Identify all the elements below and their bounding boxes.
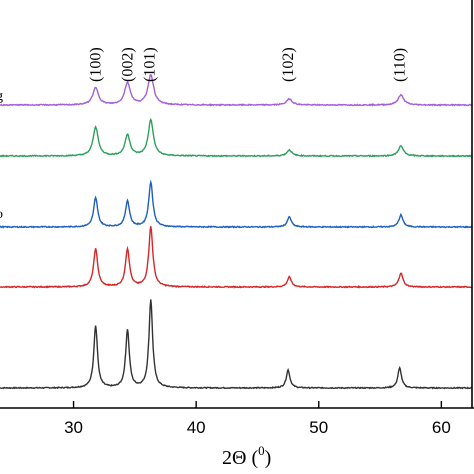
x-axis (0, 0, 474, 409)
x-tick-layer: 30 40 50 60 (64, 401, 451, 437)
peak-label-layer: (100) (002) (101) (102) (110) (88, 47, 409, 82)
peak-label-3: (101) (142, 47, 159, 82)
series-layer (0, 74, 473, 390)
xrd-series-3 (0, 179, 473, 229)
peak-label-1: (100) (88, 47, 105, 82)
x-axis-title: 2Θ (0) (222, 443, 271, 469)
peak-label-2: (002) (120, 47, 137, 82)
x-tick-label-40: 40 (187, 418, 206, 437)
x-tick-label-60: 60 (432, 418, 451, 437)
x-tick-label-50: 50 (309, 418, 328, 437)
partial-label-2: o (0, 207, 3, 222)
xrd-series-4 (0, 117, 473, 158)
peak-label-4: (102) (280, 47, 297, 82)
partial-label-1: g (0, 89, 3, 104)
peak-label-5: (110) (392, 48, 409, 82)
xrd-series-2 (0, 226, 473, 289)
xrd-series-5 (0, 74, 473, 107)
x-tick-label-30: 30 (64, 418, 83, 437)
xrd-series-1 (0, 299, 473, 390)
